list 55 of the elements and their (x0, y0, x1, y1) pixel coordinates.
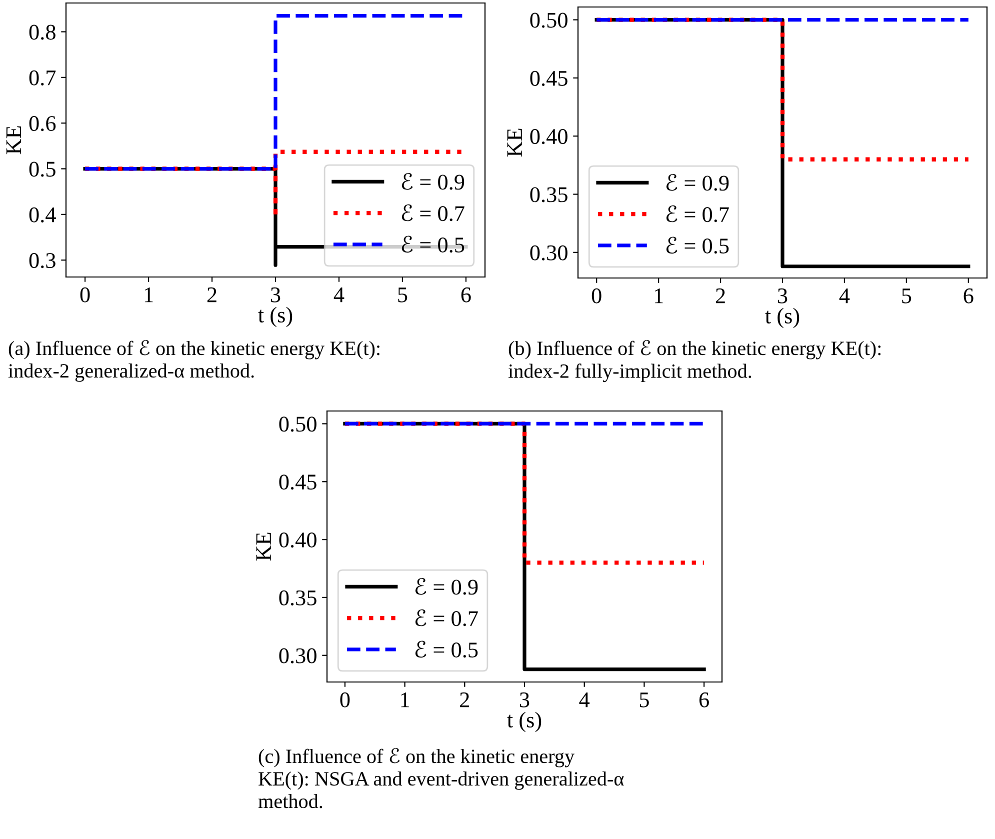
x-tick-label: 3 (778, 288, 788, 304)
x-tick-label: 0 (80, 287, 90, 302)
text: (c) Influence of ℰ on the kinetic energy KE(t): NSGA and event-driven generalized-α method. (258, 748, 624, 808)
y-tick-label: 0.35 (279, 590, 316, 606)
x-tick-label: 5 (640, 692, 649, 708)
x-axis-title: t (s) (765, 308, 800, 328)
y-axis-title: KE (256, 532, 271, 561)
y-tick-label: 0.30 (530, 245, 568, 260)
y-tick-label: 0.40 (279, 532, 316, 548)
legend-label: ℰ = 0.9 (415, 578, 478, 595)
x-tick-label: 6 (699, 692, 709, 708)
y-axis-title: KE (6, 126, 21, 154)
legend-label: ℰ = 0.9 (666, 174, 729, 191)
y-tick-label: 0.5 (29, 162, 56, 177)
x-tick-label: 2 (716, 288, 725, 304)
x-tick-label: 2 (460, 692, 469, 708)
x-tick-label: 3 (520, 692, 530, 708)
legend-label: ℰ = 0.5 (402, 236, 464, 253)
legend-label: ℰ = 0.7 (402, 204, 464, 222)
y-tick-label: 0.7 (29, 70, 56, 86)
x-tick-label: 2 (207, 287, 216, 302)
legend-label: ℰ = 0.5 (666, 236, 729, 254)
x-tick-label: 5 (398, 288, 408, 302)
x-tick-label: 3 (271, 287, 280, 302)
y-tick-label: 0.8 (29, 24, 56, 40)
y-tick-label: 0.50 (279, 416, 316, 432)
legend-label: ℰ = 0.7 (666, 205, 729, 222)
y-tick-label: 0.40 (530, 129, 568, 144)
x-tick-label: 5 (902, 288, 912, 304)
x-tick-label: 1 (401, 692, 410, 708)
x-tick-label: 6 (461, 287, 471, 302)
y-tick-label: 0.45 (530, 70, 568, 86)
text: (a) Influence of ℰ on the kinetic energy KE(t): index-2 generalized-α method. (8, 340, 380, 382)
x-tick-label: 4 (334, 288, 344, 302)
y-axis-title: KE (507, 128, 522, 157)
y-tick-label: 0.6 (29, 116, 56, 132)
x-tick-label: 0 (340, 692, 350, 708)
y-tick-label: 0.35 (530, 187, 568, 202)
x-tick-label: 1 (654, 288, 663, 304)
y-tick-label: 0.30 (279, 648, 316, 664)
x-tick-label: 1 (144, 287, 153, 302)
legend-label: ℰ = 0.9 (402, 172, 464, 190)
x-axis-title: t (s) (258, 306, 292, 328)
x-tick-label: 6 (964, 288, 974, 304)
x-tick-label: 0 (592, 288, 602, 304)
y-tick-label: 0.50 (530, 12, 568, 28)
x-tick-label: 4 (839, 288, 850, 304)
x-axis-title: t (s) (507, 712, 542, 732)
y-tick-label: 0.3 (29, 253, 56, 268)
y-tick-label: 0.4 (29, 207, 56, 222)
legend-label: ℰ = 0.7 (415, 609, 478, 626)
legend-label: ℰ = 0.5 (415, 640, 478, 658)
y-tick-label: 0.45 (279, 474, 316, 490)
text: (b) Influence of ℰ on the kinetic energy KE(t): index-2 fully-implicit method. (508, 340, 881, 382)
x-tick-label: 4 (579, 692, 590, 708)
